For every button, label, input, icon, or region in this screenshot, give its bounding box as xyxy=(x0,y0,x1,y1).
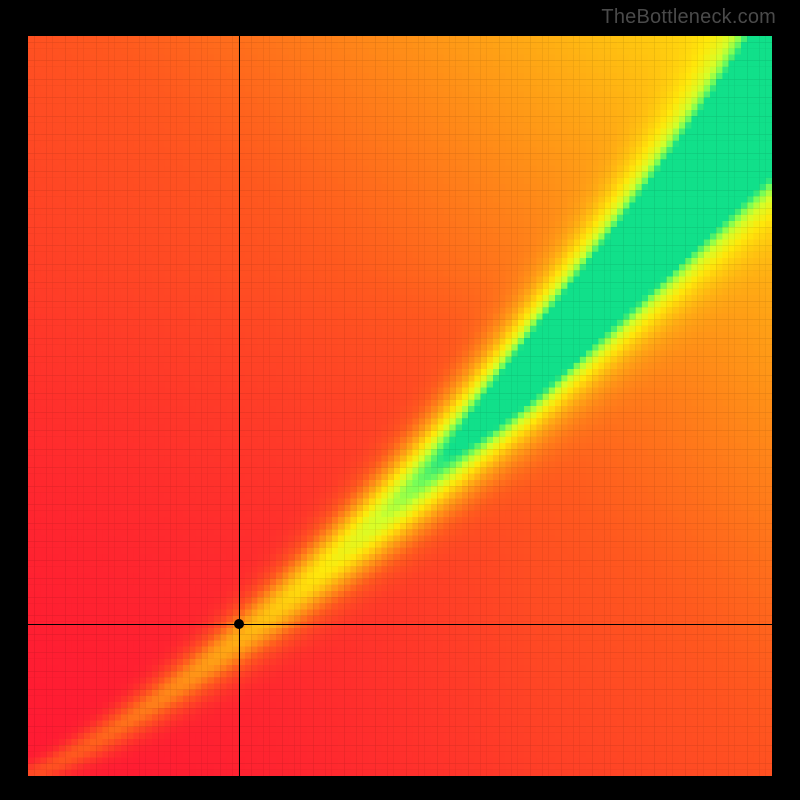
crosshair-vertical xyxy=(239,36,240,776)
plot-area xyxy=(28,36,772,776)
crosshair-horizontal xyxy=(28,624,772,625)
crosshair-marker xyxy=(234,619,244,629)
watermark-text: TheBottleneck.com xyxy=(601,6,776,29)
bottleneck-heatmap xyxy=(28,36,772,776)
